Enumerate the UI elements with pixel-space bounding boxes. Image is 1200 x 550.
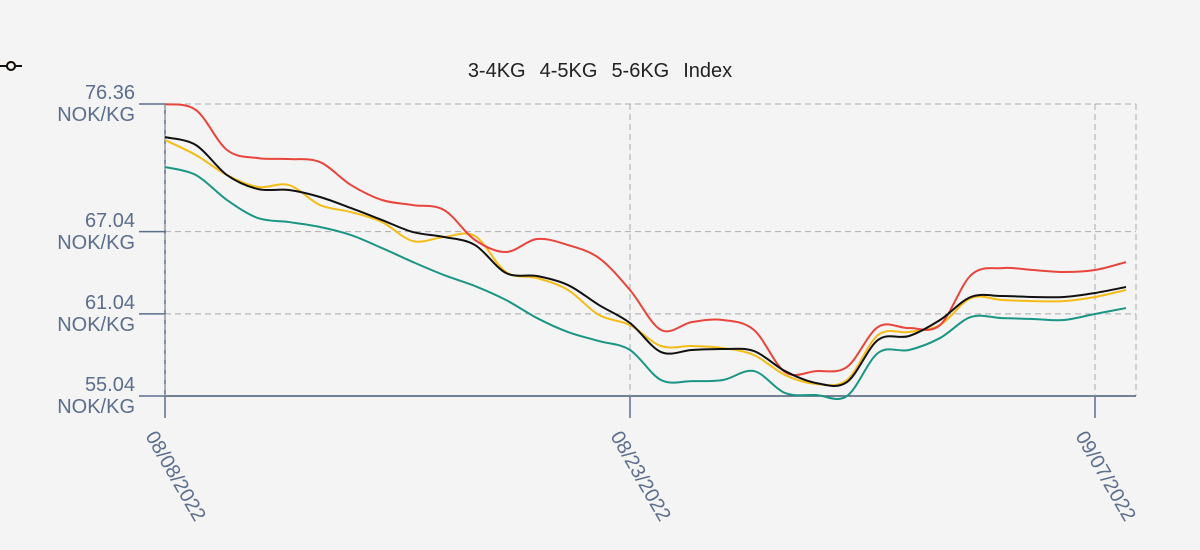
- y-tick-label: 67.04 NOK/KG: [57, 209, 135, 254]
- legend-icon: [0, 61, 22, 71]
- y-tick-label: 55.04 NOK/KG: [57, 374, 135, 418]
- legend: 3-4KG 4-5KG 5-6KG Index: [0, 60, 1200, 83]
- legend-label: 5-6KG: [611, 60, 670, 82]
- legend-label: 3-4KG: [467, 60, 526, 82]
- x-tick-label: 08/23/2022: [606, 428, 675, 526]
- x-tick-label: 09/07/2022: [1071, 428, 1140, 526]
- y-tick-label: 61.04 NOK/KG: [57, 291, 135, 336]
- legend-item: 3-4KG: [0, 60, 526, 83]
- legend-item: Index: [0, 60, 733, 83]
- legend-item: 5-6KG: [0, 60, 670, 83]
- legend-label: 4-5KG: [539, 60, 598, 82]
- line-series: [164, 166, 1127, 400]
- y-tick-label: 76.36 NOK/KG: [57, 82, 135, 126]
- line-series: [164, 103, 1127, 376]
- line-series: [164, 139, 1127, 387]
- legend-item: 4-5KG: [0, 60, 598, 83]
- line-series: [164, 136, 1127, 387]
- legend-marker: [6, 61, 16, 71]
- x-tick-label: 08/08/2022: [141, 428, 210, 526]
- legend-label: Index: [683, 60, 733, 82]
